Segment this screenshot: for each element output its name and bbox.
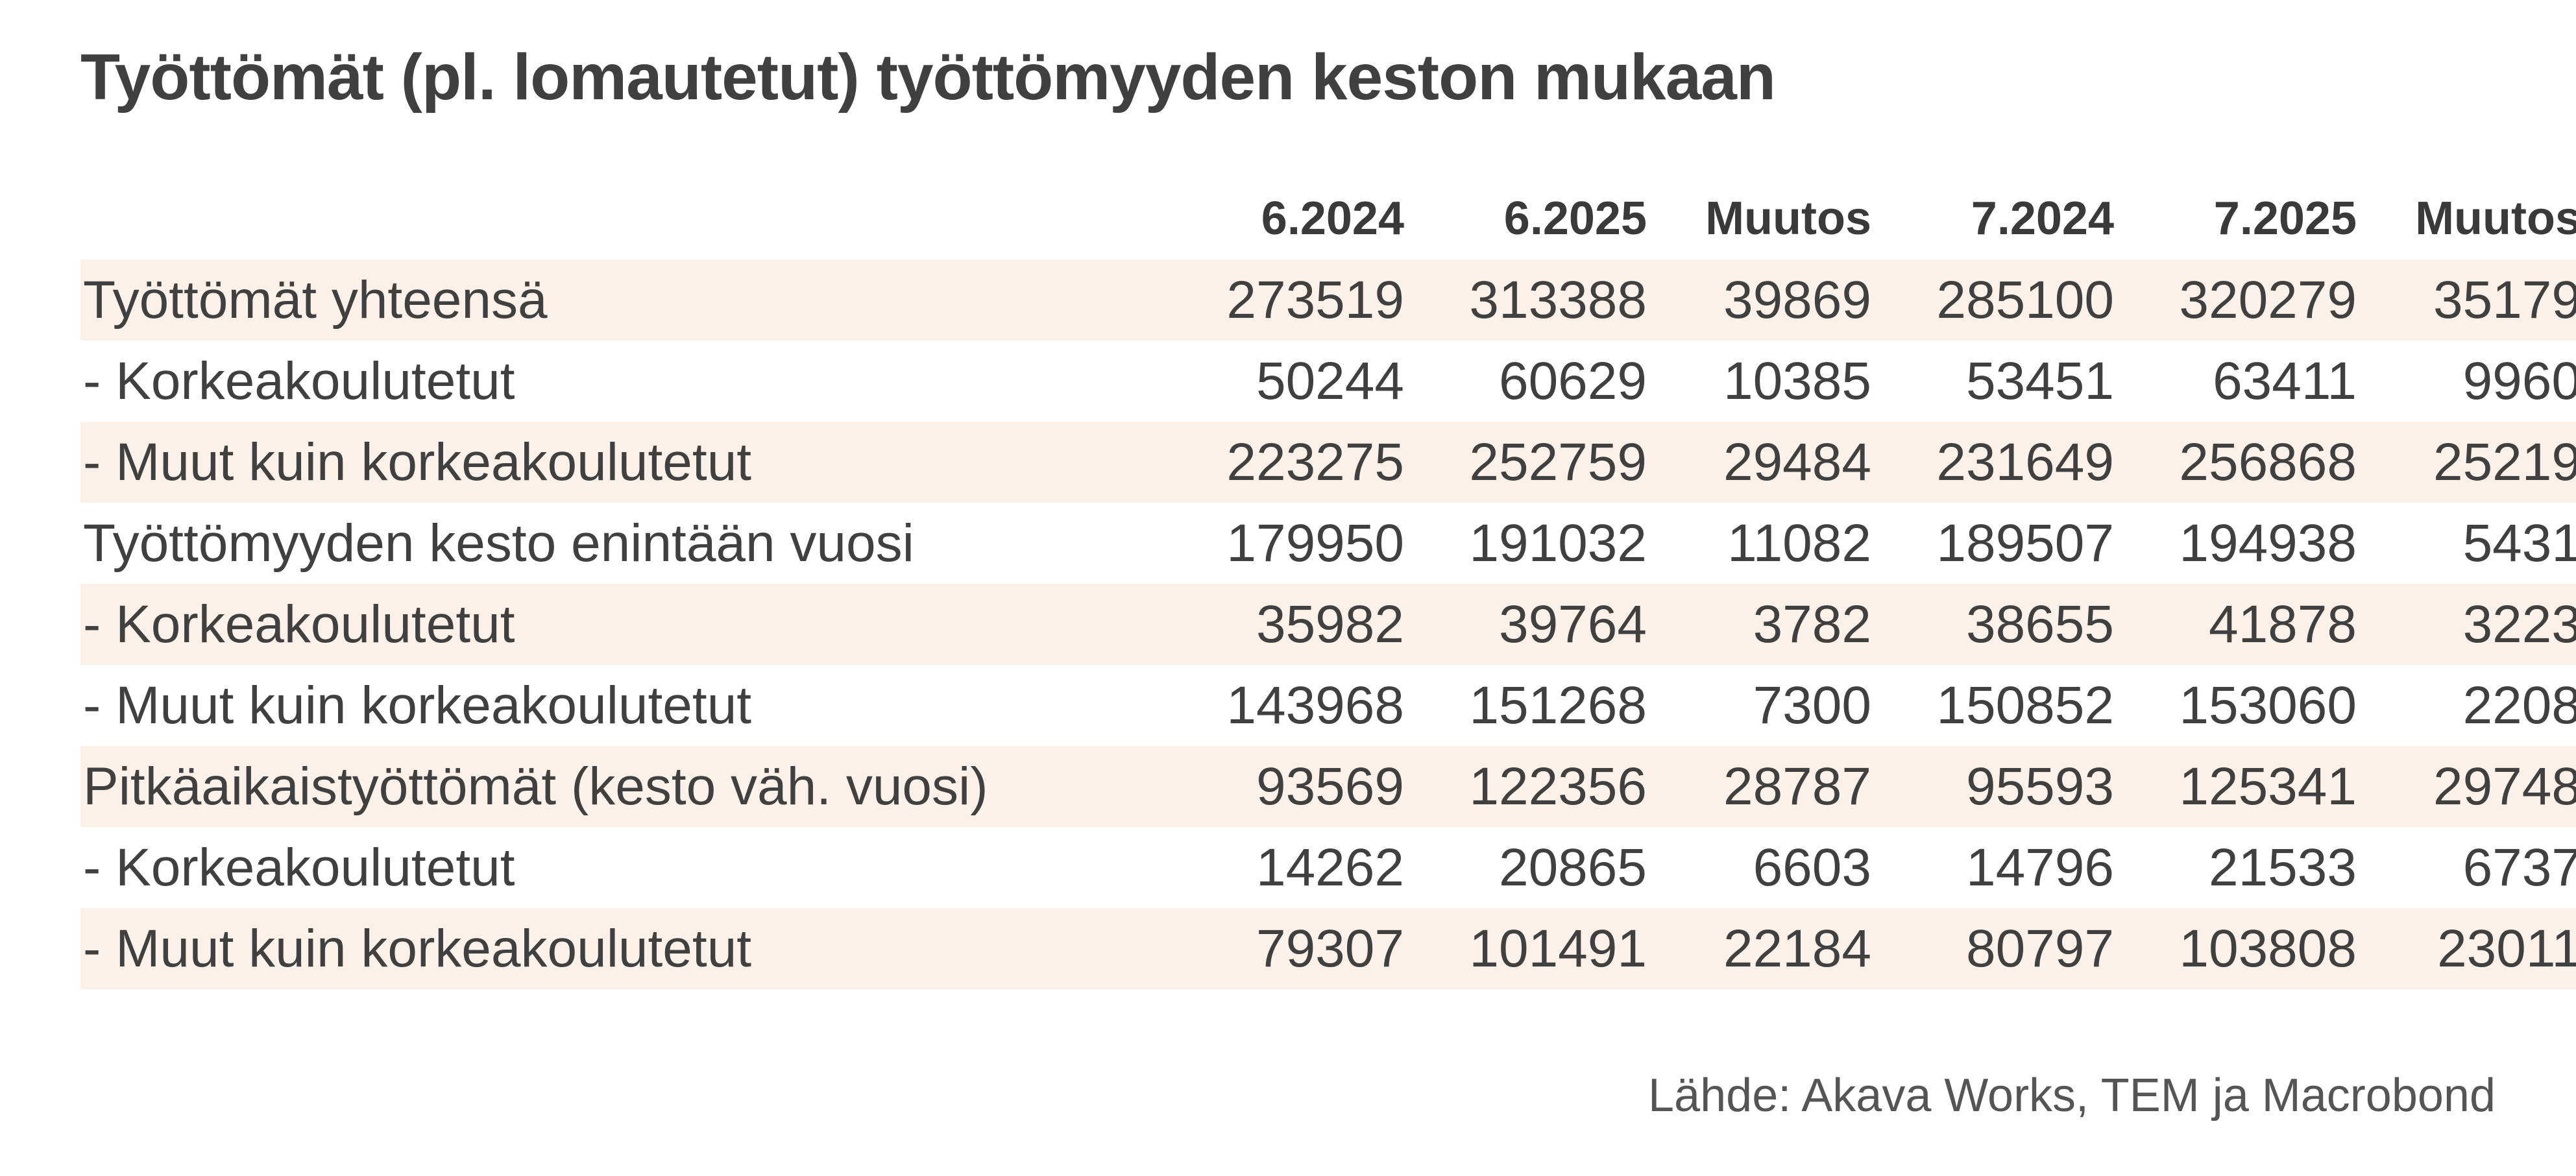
table-cell: 63411 (2213, 351, 2357, 411)
table-cell: 38655 (1871, 584, 2114, 665)
row-label: - Muut kuin korkeakoulutetut (80, 422, 1103, 503)
table-cell: 93569 (1103, 746, 1404, 827)
column-header (80, 178, 1103, 259)
table-cell: 22184 (1647, 908, 1871, 989)
table-cell: 252759 (1404, 422, 1647, 503)
table-cell: 9960 (2462, 351, 2576, 411)
table-cell: 194938 (2179, 513, 2357, 573)
row-label: Työttömyyden kesto enintään vuosi (83, 513, 914, 573)
table-cell: 6737 (2462, 837, 2576, 897)
table-cell: 3782 (1647, 584, 1871, 665)
table-cell: 2208 (2462, 675, 2576, 735)
table-cell: 191032 (1469, 513, 1647, 573)
table-cell: 125341 (2114, 746, 2357, 827)
table-row: - Muut kuin korkeakoulutetut 143968 1512… (80, 665, 2576, 746)
table-cell: 103808 (2114, 908, 2357, 989)
table-cell: 179950 (1226, 513, 1404, 573)
row-label: - Muut kuin korkeakoulutetut (80, 908, 1103, 989)
table-row: Työttömät yhteensä 273519 313388 39869 2… (80, 259, 2576, 341)
page-title: Työttömät (pl. lomautetut) työttömyyden … (80, 41, 1776, 114)
table-cell: 273519 (1103, 259, 1404, 341)
table-cell: 14796 (1965, 837, 2114, 897)
table-cell: 223275 (1103, 422, 1404, 503)
table-cell: 189507 (1936, 513, 2114, 573)
table-cell: 39764 (1404, 584, 1647, 665)
table-cell: 320279 (2114, 259, 2357, 341)
table-cell: 285100 (1871, 259, 2114, 341)
table-cell: 60629 (1498, 351, 1647, 411)
table-cell: 6603 (1753, 837, 1871, 897)
table-cell: 153060 (2179, 675, 2357, 735)
table-row: - Muut kuin korkeakoulutetut 79307 10149… (80, 908, 2576, 989)
table-row: - Korkeakoulutetut 50244 60629 10385 534… (80, 341, 2576, 422)
table-cell: 39869 (1647, 259, 1871, 341)
table-cell: 35179 (2357, 259, 2576, 341)
table-row: - Korkeakoulutetut 14262 20865 6603 1479… (80, 827, 2576, 908)
table-cell: 122356 (1404, 746, 1647, 827)
table-cell: 95593 (1871, 746, 2114, 827)
table-cell: 151268 (1469, 675, 1647, 735)
source-note: Lähde: Akava Works, TEM ja Macrobond (1648, 1070, 2496, 1122)
table-cell: 256868 (2114, 422, 2357, 503)
table-cell: 29484 (1647, 422, 1871, 503)
table-cell: 29748 (2357, 746, 2576, 827)
table-header-row: 6.2024 6.2025 Muutos 7.2024 7.2025 Muuto… (80, 178, 2576, 259)
row-label: - Korkeakoulutetut (83, 837, 515, 897)
row-label: - Korkeakoulutetut (80, 584, 1103, 665)
table-cell: 41878 (2114, 584, 2357, 665)
table-cell: 101491 (1404, 908, 1647, 989)
table-cell: 11082 (1727, 513, 1871, 573)
table-cell: 53451 (1965, 351, 2114, 411)
row-label: Pitkäaikaistyöttömät (kesto väh. vuosi) (80, 746, 1103, 827)
table-row: Työttömyyden kesto enintään vuosi 179950… (80, 503, 2576, 584)
table-cell: 50244 (1256, 351, 1404, 411)
table-cell: 35982 (1103, 584, 1404, 665)
table-cell: 23011 (2357, 908, 2576, 989)
row-label: Työttömät yhteensä (80, 259, 1103, 341)
column-header: 6.2025 (1503, 193, 1647, 245)
table-cell: 28787 (1647, 746, 1871, 827)
table-cell: 79307 (1103, 908, 1404, 989)
column-header: Muutos (2415, 193, 2576, 245)
table-cell: 3223 (2357, 584, 2576, 665)
table-cell: 7300 (1753, 675, 1871, 735)
table-cell: 21533 (2208, 837, 2357, 897)
table-cell: 14262 (1256, 837, 1404, 897)
table-row: - Muut kuin korkeakoulutetut 223275 2527… (80, 422, 2576, 503)
table-cell: 80797 (1871, 908, 2114, 989)
data-table: 6.2024 6.2025 Muutos 7.2024 7.2025 Muuto… (80, 178, 2576, 989)
table-cell: 231649 (1871, 422, 2114, 503)
table-row: - Korkeakoulutetut 35982 39764 3782 3865… (80, 584, 2576, 665)
table-cell: 150852 (1936, 675, 2114, 735)
table-cell: 25219 (2357, 422, 2576, 503)
row-label: - Muut kuin korkeakoulutetut (83, 675, 752, 735)
table-cell: 313388 (1404, 259, 1647, 341)
table-cell: 143968 (1226, 675, 1404, 735)
column-header: 7.2025 (2213, 193, 2357, 245)
column-header: 7.2024 (1971, 193, 2114, 245)
row-label: - Korkeakoulutetut (83, 351, 515, 411)
column-header: 6.2024 (1261, 193, 1404, 245)
table-cell: 20865 (1498, 837, 1647, 897)
column-header: Muutos (1705, 193, 1871, 245)
table-row: Pitkäaikaistyöttömät (kesto väh. vuosi) … (80, 746, 2576, 827)
table-cell: 10385 (1723, 351, 1871, 411)
table-cell: 5431 (2462, 513, 2576, 573)
